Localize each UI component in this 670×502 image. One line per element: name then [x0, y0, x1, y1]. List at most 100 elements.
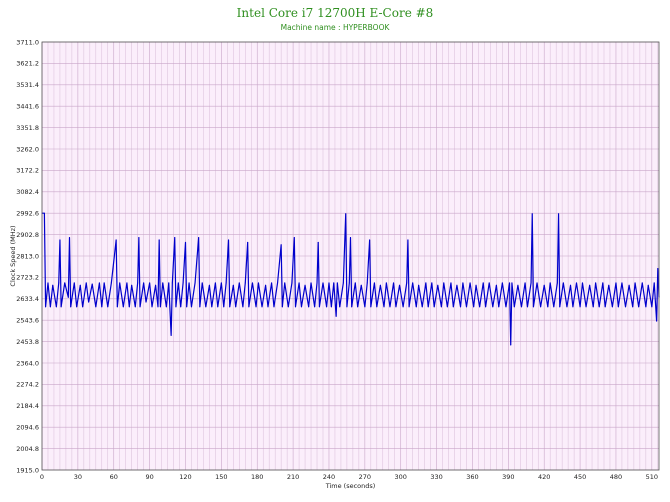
data-point	[107, 306, 109, 308]
data-point	[379, 284, 381, 286]
chart-subtitle: Machine name : HYPERBOOK	[280, 23, 390, 32]
data-point	[60, 306, 62, 308]
data-point	[634, 282, 636, 284]
data-point	[88, 301, 90, 303]
data-point	[45, 306, 47, 308]
data-point	[159, 306, 161, 308]
data-point	[238, 282, 240, 284]
data-point	[116, 306, 118, 308]
data-point	[437, 284, 439, 286]
data-point	[95, 306, 97, 308]
data-point	[427, 306, 429, 308]
data-point	[604, 306, 606, 308]
data-point	[370, 306, 372, 308]
series-line	[42, 212, 660, 346]
y-tick-label: 3082.4	[16, 188, 39, 196]
data-point	[621, 282, 623, 284]
data-point	[628, 284, 630, 286]
y-tick-label: 2633.4	[16, 295, 39, 303]
data-point	[211, 306, 213, 308]
data-point	[115, 239, 117, 241]
data-point	[530, 282, 532, 284]
data-point	[137, 282, 139, 284]
data-point	[385, 282, 387, 284]
data-point	[526, 306, 528, 308]
data-point	[421, 306, 423, 308]
y-tick-label: 2992.6	[16, 210, 39, 218]
data-point	[592, 306, 594, 308]
data-point	[69, 237, 71, 239]
data-point	[418, 284, 420, 286]
data-point	[220, 282, 222, 284]
data-point	[326, 306, 328, 308]
data-point	[540, 306, 542, 308]
data-point	[536, 282, 538, 284]
data-point	[91, 283, 93, 285]
x-tick-label: 360	[466, 473, 478, 481]
y-axis-label: Clock Speed (MHz)	[9, 225, 17, 286]
y-tick-label: 3351.8	[16, 124, 39, 132]
data-point	[58, 282, 60, 284]
data-point	[412, 282, 414, 284]
x-tick-label: 180	[251, 473, 263, 481]
data-point	[304, 284, 306, 286]
data-point	[443, 282, 445, 284]
y-tick-label: 3441.6	[16, 103, 39, 111]
data-point	[287, 306, 289, 308]
data-point	[265, 284, 267, 286]
y-tick-label: 2543.6	[16, 317, 39, 325]
data-point	[547, 306, 549, 308]
data-point	[645, 306, 647, 308]
data-point	[228, 239, 230, 241]
data-point	[433, 306, 435, 308]
data-point	[366, 282, 368, 284]
data-point	[450, 282, 452, 284]
data-point	[139, 306, 141, 308]
data-point	[617, 306, 619, 308]
data-point	[373, 282, 375, 284]
data-point	[415, 306, 417, 308]
data-point	[553, 306, 555, 308]
data-point	[595, 282, 597, 284]
data-point	[151, 306, 153, 308]
data-point	[145, 301, 147, 303]
data-point	[310, 282, 312, 284]
data-point	[328, 282, 330, 284]
data-point	[138, 237, 140, 239]
data-point	[651, 306, 653, 308]
data-point	[509, 282, 511, 284]
x-tick-label: 270	[359, 473, 371, 481]
data-point	[101, 306, 103, 308]
y-tick-label: 2813.0	[16, 252, 39, 260]
y-axis-ticks: 1915.0 2004.8 2094.6 2184.4 2274.2 2364.0 2453…	[16, 38, 39, 474]
data-point	[134, 306, 136, 308]
data-point	[581, 282, 583, 284]
data-point	[201, 282, 203, 284]
data-point	[82, 306, 84, 308]
data-point	[47, 282, 49, 284]
data-point	[242, 306, 244, 308]
data-point	[155, 284, 157, 286]
x-tick-label: 90	[145, 473, 153, 481]
data-point	[316, 282, 318, 284]
data-point	[498, 306, 500, 308]
data-point	[103, 282, 105, 284]
data-point	[335, 315, 337, 317]
data-point	[322, 282, 324, 284]
data-point	[247, 241, 249, 243]
data-point	[510, 344, 512, 346]
data-point	[333, 282, 335, 284]
data-point	[492, 306, 494, 308]
data-point	[273, 306, 275, 308]
data-point	[575, 282, 577, 284]
data-point	[158, 239, 160, 241]
data-point	[199, 306, 201, 308]
data-point	[162, 282, 164, 284]
series-layer	[41, 212, 660, 346]
x-tick-label: 300	[395, 473, 407, 481]
data-point	[346, 306, 348, 308]
y-tick-label: 3531.4	[16, 81, 39, 89]
data-point	[589, 284, 591, 286]
data-point	[641, 282, 643, 284]
x-tick-label: 30	[74, 473, 82, 481]
